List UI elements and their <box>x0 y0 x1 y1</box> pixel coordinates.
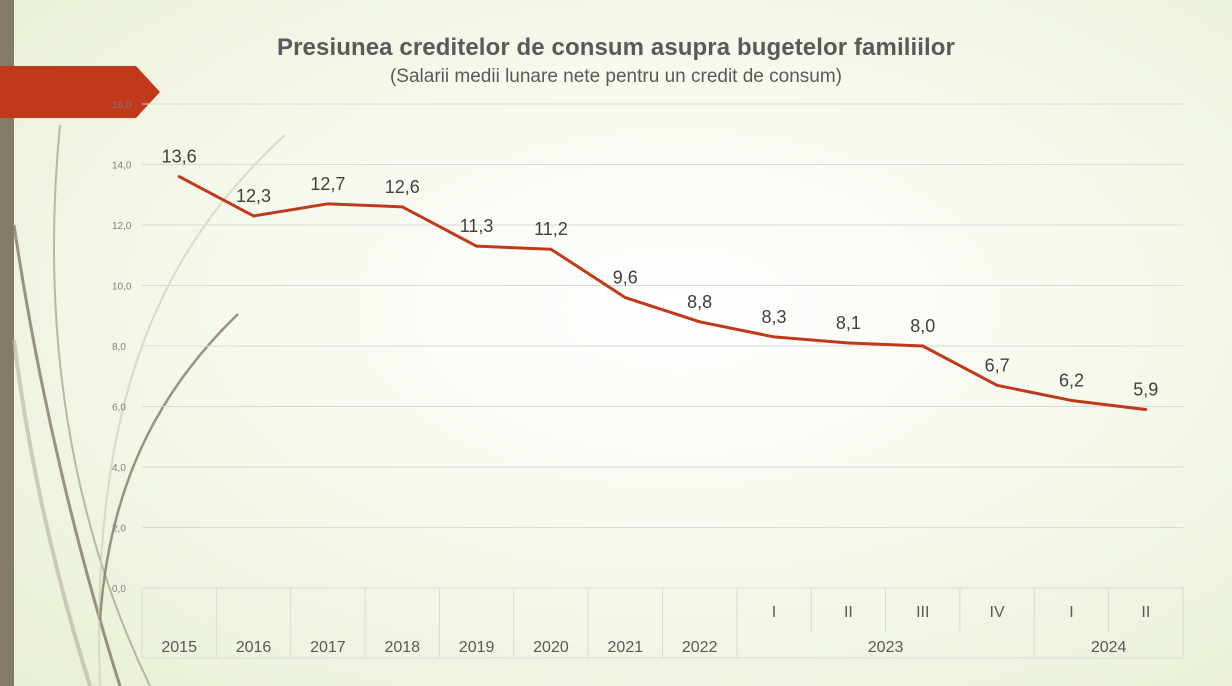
x-tick-label: II <box>844 604 853 621</box>
data-label: 13,6 <box>162 147 197 167</box>
data-label: 8,0 <box>910 316 935 336</box>
data-label: 12,7 <box>310 174 345 194</box>
chart-subtitle: (Salarii medii lunare nete pentru un cre… <box>389 66 842 87</box>
y-tick-label: 10,0 <box>112 282 132 293</box>
y-tick-label: 16,0 <box>112 100 132 111</box>
data-point <box>995 383 999 387</box>
series-line <box>178 175 1147 412</box>
data-label: 6,2 <box>1059 370 1084 390</box>
red-arrow-banner <box>0 66 160 118</box>
data-label: 8,8 <box>687 292 712 312</box>
y-tick-label: 8,0 <box>112 342 126 353</box>
data-point <box>1069 398 1073 402</box>
x-tick-label: 2015 <box>161 639 197 656</box>
data-label: 11,2 <box>534 219 568 239</box>
data-label: 5,9 <box>1133 380 1158 400</box>
data-point <box>177 175 181 179</box>
x-group-label: 2023 <box>868 639 904 656</box>
x-tick-label: III <box>916 604 929 621</box>
data-point <box>1144 408 1148 412</box>
x-tick-label: IV <box>990 604 1005 621</box>
data-label: 11,3 <box>460 216 494 236</box>
data-point <box>772 335 776 339</box>
x-tick-label: 2017 <box>310 639 346 656</box>
y-tick-label: 4,0 <box>112 463 126 474</box>
x-tick-label: 2016 <box>236 639 272 656</box>
data-point <box>475 244 479 248</box>
data-point <box>846 341 850 345</box>
data-label: 6,7 <box>985 355 1010 375</box>
data-point <box>400 205 404 209</box>
data-label: 12,6 <box>385 177 420 197</box>
data-label: 8,1 <box>836 313 861 333</box>
y-tick-label: 6,0 <box>112 403 126 414</box>
x-tick-label: 2019 <box>459 639 495 656</box>
data-point <box>698 320 702 324</box>
left-decorative-strip <box>0 0 14 686</box>
chart-title: Presiunea creditelor de consum asupra bu… <box>277 34 955 61</box>
data-point <box>252 214 256 218</box>
x-tick-label: I <box>1069 604 1073 621</box>
x-tick-label: I <box>772 604 776 621</box>
x-tick-label: II <box>1141 604 1150 621</box>
x-group-label: 2024 <box>1091 639 1127 656</box>
data-point <box>549 247 553 251</box>
data-label: 12,3 <box>236 186 271 206</box>
x-tick-label: 2022 <box>682 639 718 656</box>
data-label: 8,3 <box>762 307 787 327</box>
x-tick-label: 2018 <box>384 639 420 656</box>
data-label: 9,6 <box>613 268 638 288</box>
data-point <box>623 296 627 300</box>
y-tick-label: 0,0 <box>112 584 126 595</box>
y-tick-label: 12,0 <box>112 221 132 232</box>
x-tick-label: 2020 <box>533 639 569 656</box>
y-tick-label: 14,0 <box>112 161 132 172</box>
data-point <box>921 344 925 348</box>
data-point <box>326 202 330 206</box>
x-tick-label: 2021 <box>608 639 644 656</box>
y-tick-label: 2,0 <box>112 524 126 535</box>
